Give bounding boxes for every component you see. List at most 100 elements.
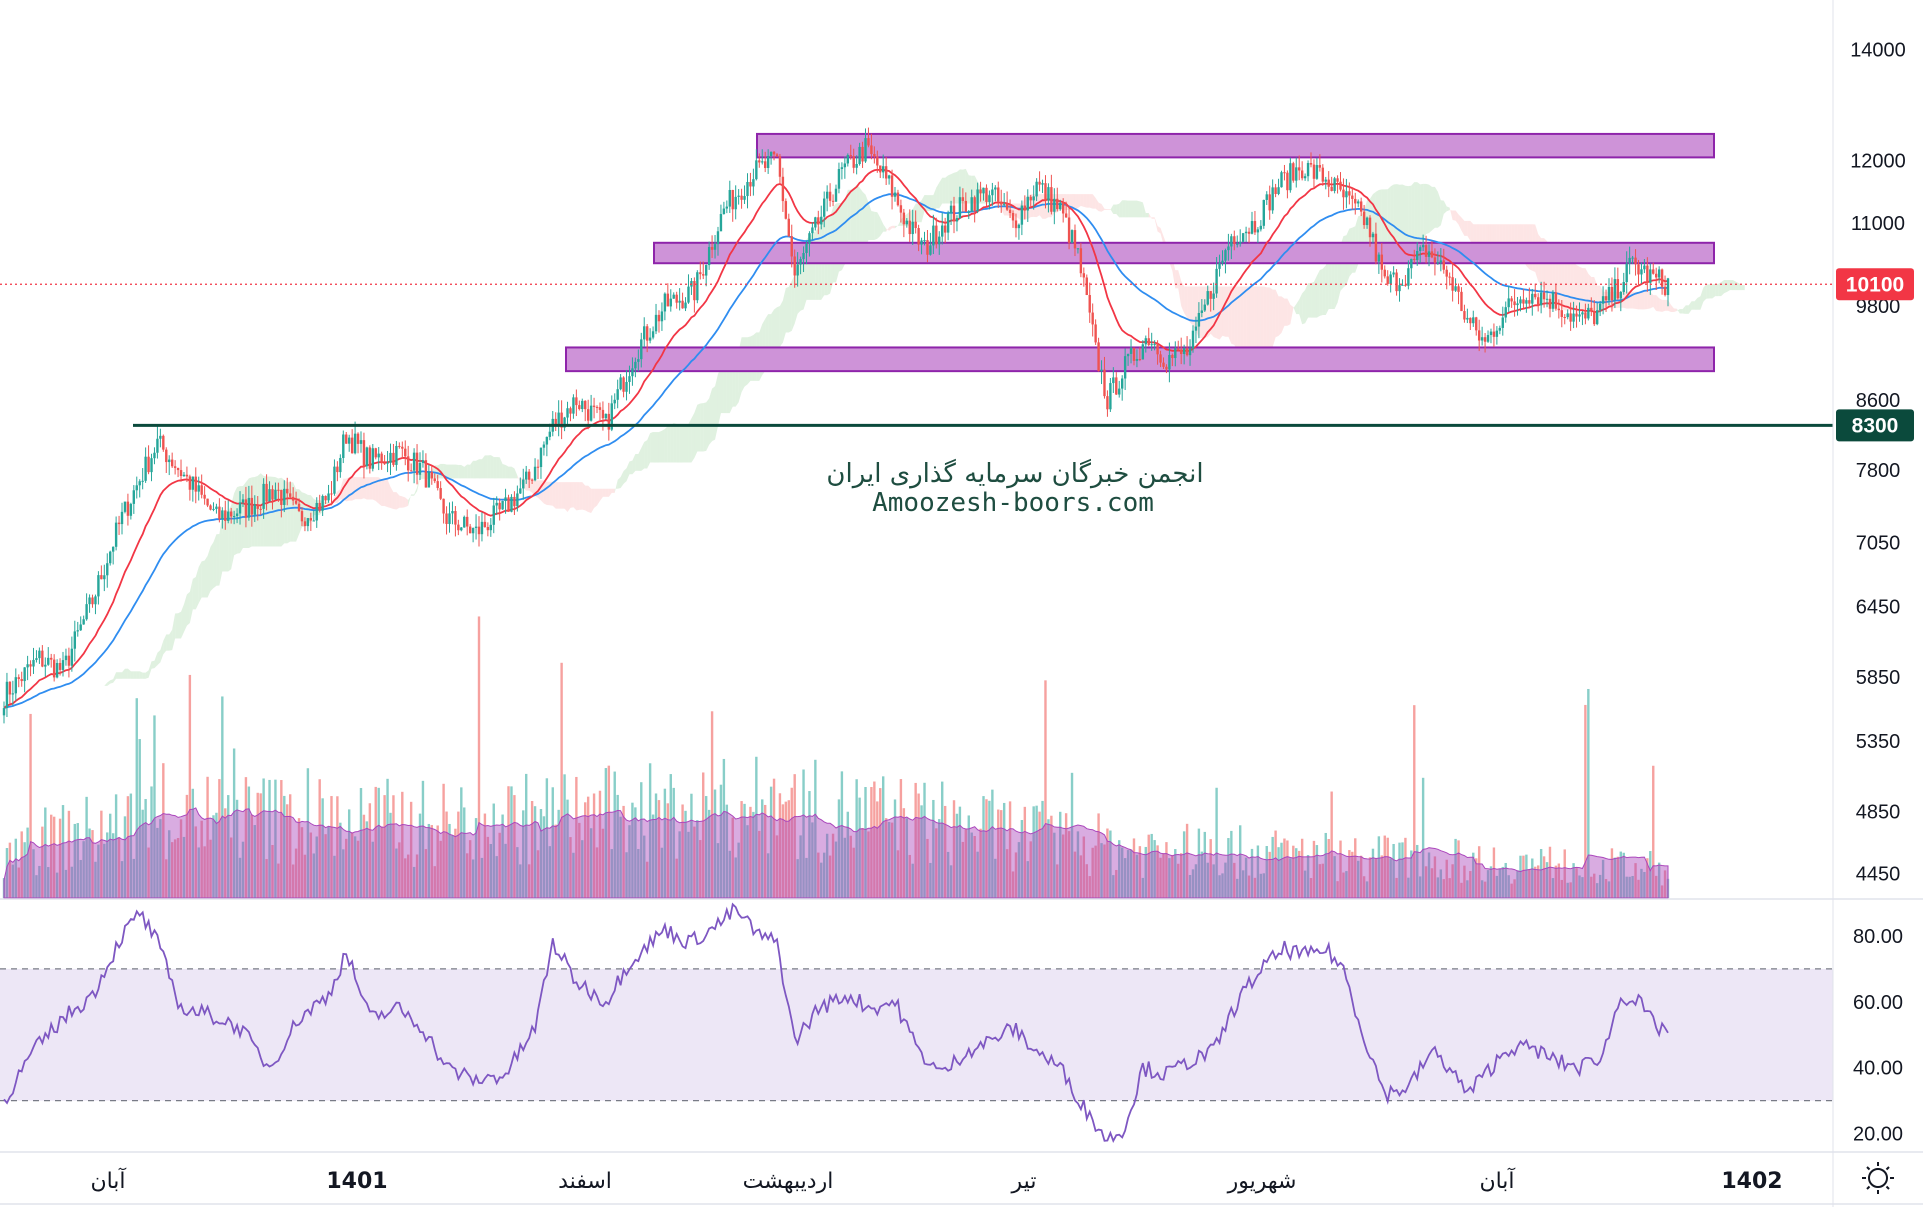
volume-bar xyxy=(85,796,88,898)
cloud-segment xyxy=(930,195,934,212)
volume-bar xyxy=(1247,875,1251,898)
candle-body xyxy=(935,225,938,245)
volume-bar xyxy=(1342,872,1345,898)
candle-body xyxy=(185,474,189,477)
cloud-segment xyxy=(1116,203,1120,218)
volume-bar xyxy=(200,820,203,898)
cloud-segment xyxy=(1470,220,1474,248)
cloud-segment xyxy=(856,184,860,256)
volume-bar xyxy=(424,849,428,898)
volume-bar xyxy=(1253,877,1257,898)
candle-body xyxy=(932,225,935,246)
volume-bar xyxy=(1601,859,1605,898)
volume-bar xyxy=(1622,852,1625,898)
cloud-segment xyxy=(685,423,689,463)
candle-body xyxy=(899,205,903,213)
volume-bar xyxy=(1433,856,1437,898)
volume-bar xyxy=(1513,879,1516,898)
volume-bar xyxy=(1595,883,1599,898)
candle-body xyxy=(519,488,522,494)
sun-gear-icon[interactable] xyxy=(1862,1162,1894,1194)
candle-body xyxy=(138,481,141,486)
cloud-segment xyxy=(1080,194,1084,207)
candle-body xyxy=(663,293,667,312)
candle-body xyxy=(722,208,726,215)
candle-body xyxy=(1177,348,1180,350)
volume-bar xyxy=(569,837,572,898)
volume-bar xyxy=(766,853,770,898)
candle-body xyxy=(1542,292,1546,300)
cloud-segment xyxy=(605,488,609,497)
cloud-segment xyxy=(169,629,173,651)
candle-body xyxy=(306,518,310,527)
candle-body xyxy=(197,485,200,492)
volume-bar xyxy=(5,848,9,898)
volume-bar xyxy=(88,828,91,898)
zones-layer xyxy=(565,132,1715,373)
candle-body xyxy=(368,447,372,469)
volume-bar xyxy=(991,789,994,898)
candle-body xyxy=(235,513,239,516)
volume-bar xyxy=(1551,878,1555,898)
volume-bar xyxy=(76,823,79,898)
volume-bar xyxy=(463,807,466,898)
volume-bar xyxy=(1188,874,1192,898)
cloud-segment xyxy=(1160,228,1164,245)
volume-bar xyxy=(1483,881,1487,898)
candle-body xyxy=(1569,313,1572,322)
volume-bar xyxy=(1306,854,1310,898)
cloud-segment xyxy=(369,477,373,500)
volume-bar xyxy=(1091,847,1094,898)
volume-bar xyxy=(740,801,743,898)
volume-bar xyxy=(1035,805,1038,898)
candle-body xyxy=(448,513,451,524)
cloud-segment xyxy=(493,457,497,479)
volume-bar xyxy=(1274,830,1277,898)
candle-body xyxy=(758,160,761,163)
cloud-segment xyxy=(1455,210,1459,225)
volume-bar xyxy=(147,847,150,898)
candle-body xyxy=(884,166,888,179)
volume-bar xyxy=(566,799,569,898)
candle-body xyxy=(159,435,162,439)
candle-body xyxy=(477,526,481,535)
cloud-segment xyxy=(1668,299,1671,312)
candle-body xyxy=(513,496,516,507)
candle-body xyxy=(191,476,195,490)
volume-bar xyxy=(1628,876,1631,898)
cloud-segment xyxy=(101,685,105,688)
volume-bar xyxy=(26,827,29,898)
cloud-segment xyxy=(517,475,521,483)
cloud-segment xyxy=(1659,298,1663,312)
cloud-segment xyxy=(511,466,515,479)
volume-bar xyxy=(1171,854,1174,898)
volume-bar xyxy=(539,809,543,898)
cloud-segment xyxy=(653,432,657,463)
candle-body xyxy=(911,221,914,235)
candle-body xyxy=(1106,396,1109,410)
candle-body xyxy=(359,440,363,444)
volume-bar xyxy=(212,815,215,898)
volume-bar xyxy=(418,813,422,898)
candle-body xyxy=(395,445,398,465)
price-tick-label: 5350 xyxy=(1856,731,1901,753)
candle-body xyxy=(749,181,752,187)
candle-body xyxy=(687,286,690,303)
cloud-segment xyxy=(626,461,630,482)
candle-body xyxy=(914,221,917,229)
volume-bar xyxy=(1560,879,1563,898)
cloud-segment xyxy=(1378,189,1382,259)
candle-body xyxy=(1132,347,1136,361)
candle-body xyxy=(1365,217,1369,226)
cloud-segment xyxy=(635,453,639,471)
cloud-segment xyxy=(543,480,547,505)
volume-bar xyxy=(1357,860,1360,898)
volume-bar xyxy=(1495,875,1499,898)
candle-body xyxy=(165,449,168,463)
volume-bar xyxy=(1578,875,1581,898)
candle-body xyxy=(1469,317,1472,324)
volume-bar xyxy=(35,875,38,898)
candle-body xyxy=(1236,243,1239,245)
candle-body xyxy=(595,406,599,408)
